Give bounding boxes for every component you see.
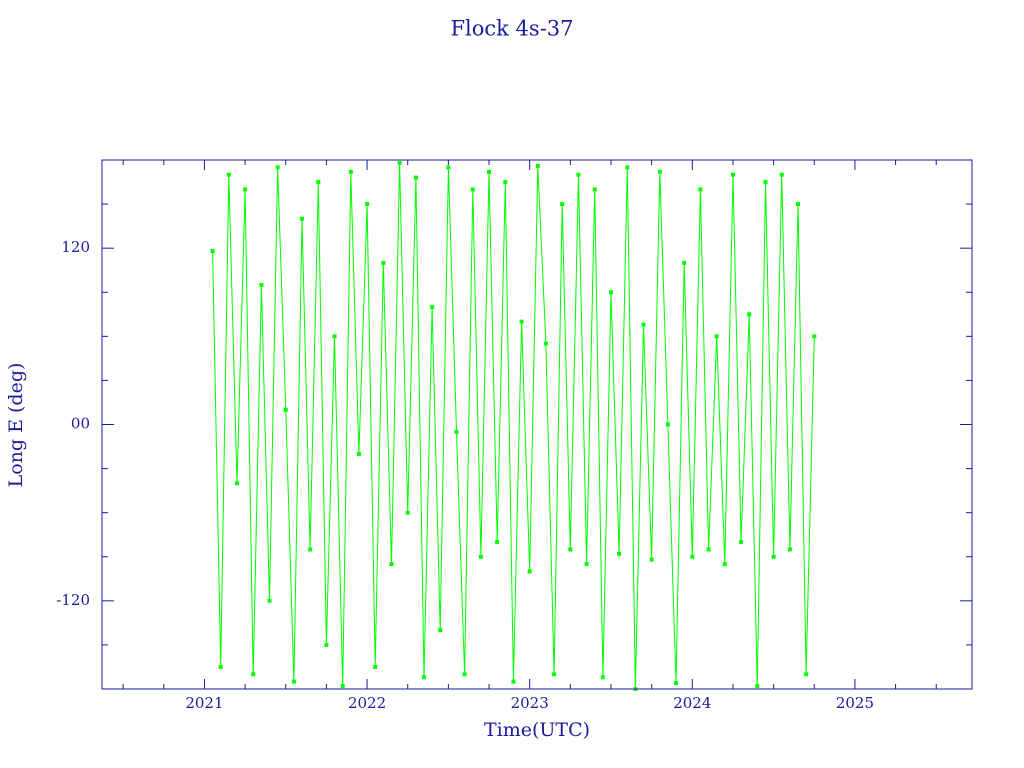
x-tick-label: 2023 (511, 694, 549, 712)
x-axis-label: Time(UTC) (484, 719, 590, 741)
data-point (308, 547, 313, 552)
data-point (584, 562, 589, 567)
x-tick-label: 2025 (836, 694, 874, 712)
data-point (763, 180, 768, 185)
data-point (796, 202, 800, 207)
data-point (470, 187, 475, 192)
data-point (275, 165, 280, 170)
y-axis-label: Long E (deg) (5, 363, 27, 488)
data-point (421, 675, 426, 680)
x-tick-label: 2022 (348, 694, 386, 712)
y-tick-label: 00 (71, 415, 90, 433)
data-point (356, 451, 361, 456)
data-point (300, 216, 305, 221)
data-point (430, 304, 435, 309)
data-point (739, 540, 744, 545)
data-point (543, 341, 548, 346)
data-point (698, 187, 703, 192)
data-point (665, 422, 670, 427)
data-point (706, 547, 711, 552)
data-point (373, 664, 378, 669)
data-point (576, 172, 581, 177)
data-point (649, 557, 654, 562)
data-point (413, 175, 418, 180)
data-point (771, 554, 776, 559)
data-point (779, 172, 784, 177)
data-point (617, 551, 622, 556)
data-point (291, 679, 296, 684)
data-point (365, 202, 370, 207)
data-point (592, 187, 597, 192)
y-tick-label: 120 (61, 238, 90, 256)
data-point (682, 260, 687, 265)
chart-title: Flock 4s-37 (450, 17, 573, 41)
data-point (446, 165, 451, 170)
data-point (462, 672, 467, 677)
data-point (690, 554, 695, 559)
data-point (535, 163, 540, 168)
data-point (316, 180, 321, 185)
data-point (600, 675, 605, 680)
data-point (804, 672, 809, 677)
data-point (348, 169, 353, 174)
data-point (259, 282, 264, 287)
x-tick-label: 2024 (673, 694, 711, 712)
data-point (251, 672, 256, 677)
data-point (218, 664, 223, 669)
data-point (454, 429, 459, 434)
y-tick-label: -120 (56, 591, 90, 609)
data-point (641, 322, 646, 327)
data-point (527, 569, 532, 574)
x-tick-label: 2021 (185, 694, 223, 712)
plot-frame (101, 159, 973, 690)
data-line (212, 162, 815, 690)
data-point (226, 172, 231, 177)
data-point (560, 202, 565, 207)
data-point (487, 169, 492, 174)
data-point (755, 684, 760, 689)
data-point (552, 672, 557, 677)
data-point (478, 554, 483, 559)
data-point (405, 510, 410, 515)
data-point (787, 547, 792, 552)
data-point (503, 180, 508, 185)
data-point (397, 160, 402, 165)
data-point (243, 187, 248, 192)
data-point (722, 562, 727, 567)
data-point (283, 407, 288, 412)
data-point (340, 684, 345, 689)
data-point (657, 169, 662, 174)
data-point (519, 319, 524, 324)
data-point (438, 628, 443, 633)
data-point (324, 642, 329, 647)
data-point (568, 547, 573, 552)
data-point (674, 681, 679, 686)
data-point (608, 290, 613, 295)
data-point (812, 334, 817, 339)
data-point (625, 165, 630, 170)
data-point (730, 172, 735, 177)
data-point (714, 334, 719, 339)
data-point (267, 598, 272, 603)
data-point (234, 481, 239, 486)
data-point (511, 679, 516, 684)
data-point (389, 562, 394, 567)
data-point (495, 540, 500, 545)
data-point (747, 312, 752, 317)
data-point (332, 334, 337, 339)
data-point (210, 249, 215, 254)
data-point (381, 260, 386, 265)
